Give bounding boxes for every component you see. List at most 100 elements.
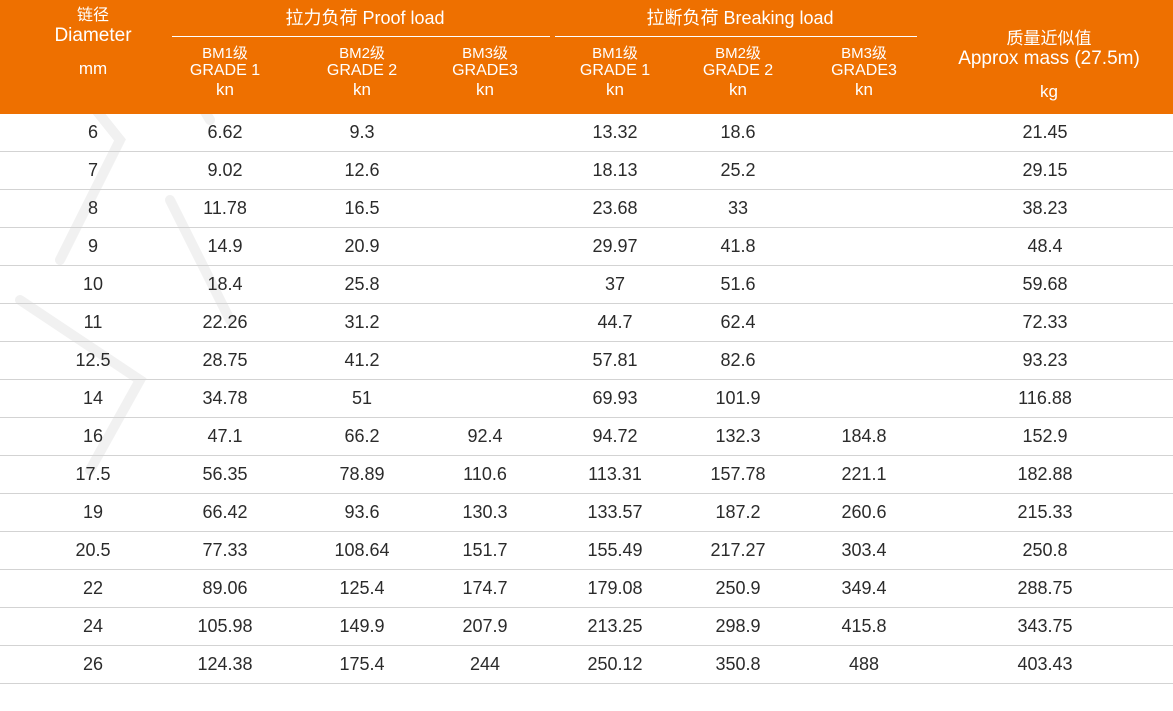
load-cell: 78.89: [339, 464, 385, 484]
table-row: 11 22.26 31.2 44.7 62.4 72.33: [0, 304, 1173, 342]
mass-cell: 21.45: [1022, 122, 1068, 142]
load-cell: 221.1: [841, 464, 887, 484]
load-cell: 303.4: [841, 540, 887, 560]
grade-header-en: GRADE3: [831, 62, 897, 79]
mass-cell: 250.8: [1022, 540, 1068, 560]
load-cell: 108.64: [334, 540, 390, 560]
load-cell: 187.2: [715, 502, 761, 522]
grade-header-cn: BM1级: [202, 45, 248, 62]
load-cell: 125.4: [339, 578, 385, 598]
load-cell: 151.7: [462, 540, 508, 560]
load-cell: 113.31: [588, 464, 642, 484]
load-cell: 77.33: [202, 540, 248, 560]
load-cell: 184.8: [841, 426, 887, 446]
load-cell: 130.3: [462, 502, 508, 522]
load-cell: 25.8: [344, 274, 380, 294]
table-row: 12.5 28.75 41.2 57.81 82.6 93.23: [0, 342, 1173, 380]
load-cell: [425, 152, 545, 189]
load-cell: 133.57: [587, 502, 643, 522]
mass-cell: 38.23: [1022, 198, 1068, 218]
diameter-cell: 20.5: [75, 540, 111, 560]
grade-header-unit: kn: [353, 80, 371, 99]
table-row: 14 34.78 51 69.93 101.9 116.88: [0, 380, 1173, 418]
load-cell: 488: [848, 654, 880, 674]
load-cell: 415.8: [841, 616, 887, 636]
load-cell: 298.9: [715, 616, 761, 636]
proof-load-divider: [172, 36, 550, 37]
load-cell: 250.9: [715, 578, 761, 598]
load-cell: [804, 114, 924, 151]
mass-cell: 288.75: [1017, 578, 1073, 598]
load-cell: 94.72: [592, 426, 638, 446]
load-cell: 22.26: [202, 312, 248, 332]
load-cell: 20.9: [344, 236, 380, 256]
grade-header-en: GRADE 2: [702, 62, 774, 79]
grade-header: BM1级 GRADE 1 kn: [555, 46, 675, 98]
load-cell: 33: [727, 198, 749, 218]
mass-cell: 215.33: [1017, 502, 1073, 522]
load-cell: 18.4: [207, 274, 243, 294]
load-cell: 66.42: [202, 502, 248, 522]
load-cell: [804, 152, 924, 189]
load-cell: 250.12: [587, 654, 643, 674]
diameter-cell: 12.5: [75, 350, 111, 370]
grade-header-en: GRADE3: [452, 62, 518, 79]
table-row: 9 14.9 20.9 29.97 41.8 48.4: [0, 228, 1173, 266]
diameter-cell: 8: [87, 198, 98, 218]
grade-header-unit: kn: [216, 80, 234, 99]
table-body: 6 6.62 9.3 13.32 18.6 21.45 7 9.02 12.6 18.13 25.2…: [0, 114, 1173, 684]
load-cell: 28.75: [202, 350, 248, 370]
mass-cell: 29.15: [1022, 160, 1068, 180]
diameter-cell: 14: [82, 388, 104, 408]
load-cell: [804, 190, 924, 227]
load-cell: 66.2: [344, 426, 380, 446]
mass-header-en: Approx mass (27.5m): [958, 47, 1140, 69]
load-cell: 37: [604, 274, 626, 294]
diameter-cell: 11: [83, 312, 103, 332]
load-cell: 9.3: [349, 122, 375, 142]
table-row: 17.5 56.35 78.89 110.6 113.31 157.78 221.1 182.…: [0, 456, 1173, 494]
grade-header: BM1级 GRADE 1 kn: [165, 46, 285, 98]
load-cell: 6.62: [207, 122, 243, 142]
mass-cell: 182.88: [1017, 464, 1073, 484]
load-cell: 89.06: [202, 578, 248, 598]
load-cell: 207.9: [462, 616, 508, 636]
load-cell: 155.49: [587, 540, 643, 560]
table-row: 6 6.62 9.3 13.32 18.6 21.45: [0, 114, 1173, 152]
grade-header-en: GRADE 1: [189, 62, 261, 79]
diameter-header-unit: mm: [78, 58, 108, 78]
diameter-cell: 6: [87, 122, 98, 142]
load-cell: 157.78: [710, 464, 766, 484]
table-row: 7 9.02 12.6 18.13 25.2 29.15: [0, 152, 1173, 190]
load-cell: 105.98: [197, 616, 253, 636]
mass-header-cn: 质量近似值: [1006, 29, 1092, 48]
load-cell: 12.6: [344, 160, 380, 180]
load-cell: 213.25: [587, 616, 643, 636]
load-cell: 149.9: [339, 616, 385, 636]
table-row: 16 47.1 66.2 92.4 94.72 132.3 184.8 152.9: [0, 418, 1173, 456]
breaking-load-divider: [555, 36, 917, 37]
table-row: 20.5 77.33 108.64 151.7 155.49 217.27 303.4 250…: [0, 532, 1173, 570]
load-cell: 62.4: [720, 312, 756, 332]
diameter-cell: 17.5: [75, 464, 111, 484]
load-cell: 56.35: [202, 464, 248, 484]
mass-header: 质量近似值 Approx mass (27.5m) kg: [925, 30, 1173, 101]
load-cell: [804, 342, 924, 379]
grade-header-cn: BM3级: [841, 45, 887, 62]
load-cell: 174.7: [462, 578, 508, 598]
load-cell: 124.38: [197, 654, 253, 674]
load-cell: 16.5: [344, 198, 380, 218]
diameter-cell: 10: [82, 274, 104, 294]
grade-header-en: GRADE 1: [579, 62, 651, 79]
grade-header: BM2级 GRADE 2 kn: [302, 46, 422, 98]
load-cell: 13.32: [592, 122, 638, 142]
grade-header-unit: kn: [606, 80, 624, 99]
diameter-cell: 7: [87, 160, 98, 180]
load-cell: 93.6: [344, 502, 380, 522]
breaking-load-title: 拉断负荷 Breaking load: [646, 8, 834, 28]
grade-header-cn: BM1级: [592, 45, 638, 62]
mass-cell: 93.23: [1022, 350, 1068, 370]
load-cell: 132.3: [715, 426, 761, 446]
load-cell: [804, 380, 924, 417]
load-cell: 101.9: [715, 388, 761, 408]
